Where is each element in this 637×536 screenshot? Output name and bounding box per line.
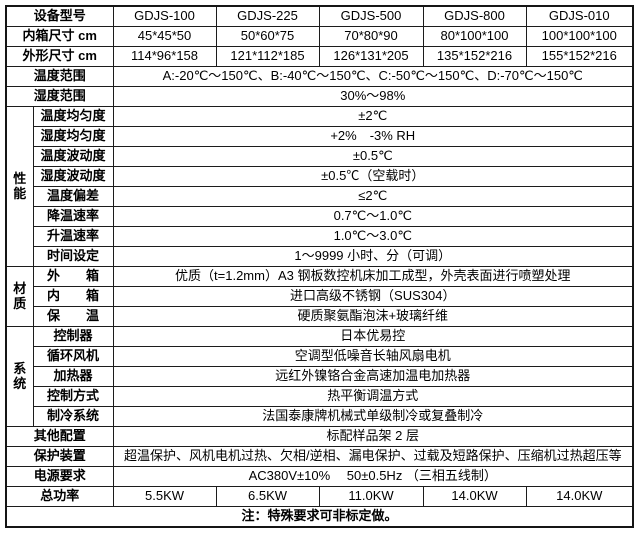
outer-size-row-label: 外形尺寸 cm (5, 46, 114, 67)
model-cell-5: GDJS-010 (525, 5, 634, 27)
table-row-protection: 保护装置 超温保护、风机电机过热、欠相/逆相、漏电保护、过载及短路保护、压缩机过… (5, 446, 634, 467)
material-row-label: 外 箱 (32, 266, 114, 287)
table-row-power-supply: 电源要求 AC380V±10% 50±0.5Hz （三相五线制） (5, 466, 634, 487)
models-row-label: 设备型号 (5, 5, 114, 27)
other-config-value: 标配样品架 2 层 (112, 426, 634, 447)
humidity-range-row-label: 湿度范围 (5, 86, 114, 107)
protection-value: 超温保护、风机电机过热、欠相/逆相、漏电保护、过载及短路保护、压缩机过热超压等 (112, 446, 634, 467)
table-row-inner-size: 内箱尺寸 cm 45*45*50 50*60*75 70*80*90 80*10… (5, 26, 634, 47)
table-row-total-power: 总功率 5.5KW 6.5KW 11.0KW 14.0KW 14.0KW (5, 486, 634, 507)
table-row-performance-6: 降温速率 0.7℃～1.0℃ (6, 206, 634, 227)
model-cell-3: GDJS-500 (318, 5, 424, 27)
table-row-performance-4: 湿度波动度 ±0.5℃（空载时） (6, 166, 634, 187)
table-row-performance-5: 温度偏差 ≤2℃ (6, 186, 634, 207)
protection-row-label: 保护装置 (5, 446, 114, 467)
performance-row-value: 0.7℃～1.0℃ (112, 206, 634, 227)
table-row-material-1: 材质 外 箱 优质（t=1.2mm）A3 钢板数控机床加工成型，外壳表面进行喷塑… (5, 266, 634, 327)
performance-row-value: ±0.5℃ (112, 146, 634, 167)
table-row-performance-7: 升温速率 1.0℃～3.0℃ (6, 226, 634, 247)
table-row-outer-size: 外形尺寸 cm 114*96*158 121*112*185 126*131*2… (5, 46, 634, 67)
table-row-note: 注：特殊要求可非标定做。 (5, 506, 634, 528)
total-power-cell-3: 11.0KW (318, 486, 424, 507)
system-row-value: 日本优易控 (112, 326, 634, 347)
model-cell-4: GDJS-800 (422, 5, 527, 27)
table-row-system-3: 加热器 远红外镍铬合金高速加温电加热器 (6, 366, 634, 387)
table-row-performance-1: 性能 温度均匀度 ±2℃ (5, 106, 634, 267)
table-row-material-3: 保 温 硬质聚氨酯泡沫+玻璃纤维 (6, 306, 634, 327)
total-power-cell-4: 14.0KW (422, 486, 527, 507)
footnote: 注：特殊要求可非标定做。 (5, 506, 634, 528)
system-group-label: 系统 (5, 326, 34, 427)
system-row-value: 空调型低噪音长轴风扇电机 (112, 346, 634, 367)
inner-size-cell-2: 50*60*75 (215, 26, 320, 47)
performance-row-label: 温度偏差 (32, 186, 114, 207)
total-power-cell-1: 5.5KW (112, 486, 217, 507)
system-row-value: 法国泰康牌机械式单级制冷或复叠制冷 (112, 406, 634, 427)
model-cell-2: GDJS-225 (215, 5, 320, 27)
performance-row-label: 升温速率 (32, 226, 114, 247)
table-row-performance-8: 时间设定 1～9999 小时、分（可调） (6, 246, 634, 267)
system-row-label: 控制器 (32, 326, 114, 347)
outer-size-cell-1: 114*96*158 (112, 46, 217, 67)
power-supply-row-label: 电源要求 (5, 466, 114, 487)
performance-row-value: ±0.5℃（空载时） (112, 166, 634, 187)
system-row-label: 控制方式 (32, 386, 114, 407)
material-row-value: 进口高级不锈钢（SUS304） (112, 286, 634, 307)
system-row-label: 制冷系统 (32, 406, 114, 427)
inner-size-cell-5: 100*100*100 (525, 26, 634, 47)
material-row-value: 硬质聚氨酯泡沫+玻璃纤维 (112, 306, 634, 327)
material-row-label: 内 箱 (32, 286, 114, 307)
table-row-performance-2: 湿度均匀度 +2% -3% RH (6, 126, 634, 147)
performance-row-label: 降温速率 (32, 206, 114, 227)
outer-size-cell-2: 121*112*185 (215, 46, 320, 67)
system-row-value: 热平衡调温方式 (112, 386, 634, 407)
performance-row-label: 湿度波动度 (32, 166, 114, 187)
table-row-temp-range: 温度范围 A:-20℃～150℃、B:-40℃～150℃、C:-50℃～150℃… (5, 66, 634, 87)
power-supply-value: AC380V±10% 50±0.5Hz （三相五线制） (112, 466, 634, 487)
system-row-label: 加热器 (32, 366, 114, 387)
performance-row-value: 1.0℃～3.0℃ (112, 226, 634, 247)
table-row-humidity-range: 湿度范围 30%～98% (5, 86, 634, 107)
spec-table: 设备型号 GDJS-100 GDJS-225 GDJS-500 GDJS-800… (5, 5, 635, 528)
humidity-range-value: 30%～98% (112, 86, 634, 107)
material-group-label: 材质 (5, 266, 34, 327)
outer-size-cell-5: 155*152*216 (525, 46, 634, 67)
system-row-value: 远红外镍铬合金高速加温电加热器 (112, 366, 634, 387)
performance-row-value: +2% -3% RH (112, 126, 634, 147)
inner-size-row-label: 内箱尺寸 cm (5, 26, 114, 47)
performance-row-value: ±2℃ (112, 106, 634, 127)
performance-row-value: 1～9999 小时、分（可调） (112, 246, 634, 267)
outer-size-cell-4: 135*152*216 (422, 46, 527, 67)
inner-size-cell-4: 80*100*100 (422, 26, 527, 47)
other-config-row-label: 其他配置 (5, 426, 114, 447)
performance-row-value: ≤2℃ (112, 186, 634, 207)
performance-group-label: 性能 (5, 106, 34, 267)
material-row-label: 保 温 (32, 306, 114, 327)
total-power-row-label: 总功率 (5, 486, 114, 507)
table-row-other-config: 其他配置 标配样品架 2 层 (5, 426, 634, 447)
inner-size-cell-1: 45*45*50 (112, 26, 217, 47)
total-power-cell-5: 14.0KW (525, 486, 634, 507)
performance-row-label: 温度均匀度 (32, 106, 114, 127)
table-row-performance-3: 温度波动度 ±0.5℃ (6, 146, 634, 167)
performance-row-label: 湿度均匀度 (32, 126, 114, 147)
temp-range-row-label: 温度范围 (5, 66, 114, 87)
performance-row-label: 时间设定 (32, 246, 114, 267)
table-row-system-2: 循环风机 空调型低噪音长轴风扇电机 (6, 346, 634, 367)
table-row-models: 设备型号 GDJS-100 GDJS-225 GDJS-500 GDJS-800… (5, 5, 634, 27)
table-row-system-4: 控制方式 热平衡调温方式 (6, 386, 634, 407)
table-row-system-1: 系统 控制器 日本优易控 (5, 326, 634, 427)
performance-row-label: 温度波动度 (32, 146, 114, 167)
total-power-cell-2: 6.5KW (215, 486, 320, 507)
system-row-label: 循环风机 (32, 346, 114, 367)
inner-size-cell-3: 70*80*90 (318, 26, 424, 47)
table-row-system-5: 制冷系统 法国泰康牌机械式单级制冷或复叠制冷 (6, 406, 634, 427)
temp-range-value: A:-20℃～150℃、B:-40℃～150℃、C:-50℃～150℃、D:-7… (112, 66, 634, 87)
outer-size-cell-3: 126*131*205 (318, 46, 424, 67)
model-cell-1: GDJS-100 (112, 5, 217, 27)
table-row-material-2: 内 箱 进口高级不锈钢（SUS304） (6, 286, 634, 307)
material-row-value: 优质（t=1.2mm）A3 钢板数控机床加工成型，外壳表面进行喷塑处理 (112, 266, 634, 287)
